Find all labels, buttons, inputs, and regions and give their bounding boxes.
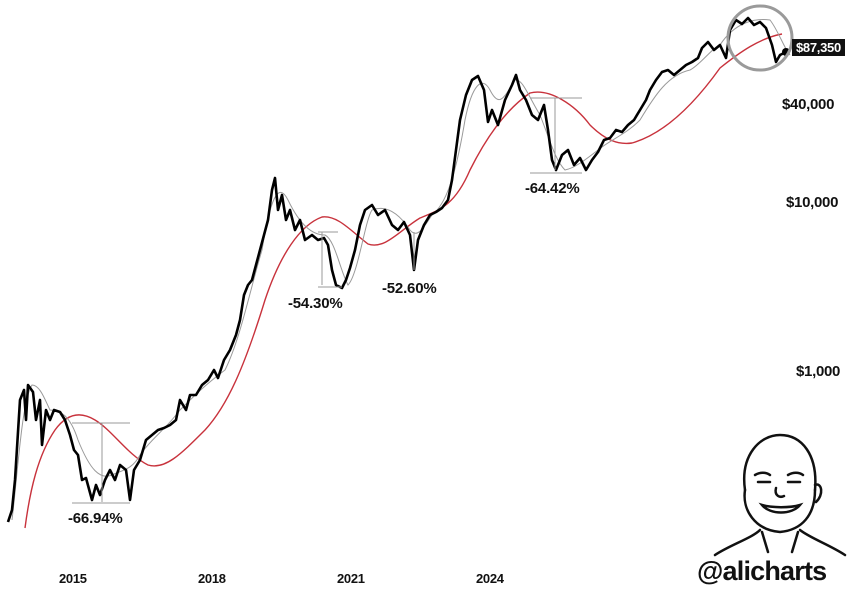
author-handle: @alicharts (697, 556, 827, 586)
drawdown-label-2022: -64.42% (525, 180, 580, 197)
y-tick-10000: $10,000 (786, 194, 839, 211)
drawdown-label-2018: -54.30% (288, 295, 343, 312)
drawdown-brackets (72, 97, 582, 504)
author-avatar-icon (713, 433, 847, 557)
long-moving-average-line (24, 33, 783, 529)
price-line (6, 16, 787, 523)
y-tick-40000: $40,000 (782, 96, 835, 113)
drawdown-label-2015: -66.94% (68, 510, 123, 527)
x-tick-2015: 2015 (59, 571, 87, 586)
drawdown-label-2020: -52.60% (382, 280, 437, 297)
y-tick-1000: $1,000 (796, 363, 841, 380)
x-tick-2018: 2018 (198, 571, 226, 586)
x-tick-2024: 2024 (476, 571, 504, 586)
highlight-circle (726, 4, 794, 72)
x-tick-2021: 2021 (337, 571, 365, 586)
current-price-tag: $87,350 (792, 39, 845, 56)
short-moving-average-line (11, 19, 791, 521)
